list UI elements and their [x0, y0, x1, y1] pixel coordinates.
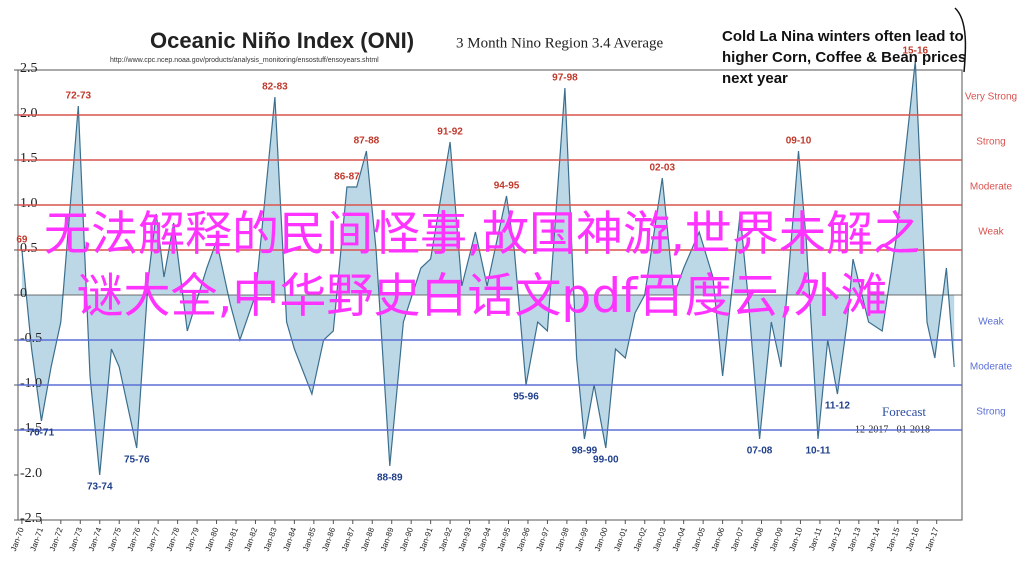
peak-label: 82-83 — [262, 82, 288, 93]
chart-subtitle: 3 Month Nino Region 3.4 Average — [456, 35, 664, 51]
x-tick-label: Jan-70 — [9, 526, 26, 553]
y-tick-label: -1.0 — [20, 376, 42, 391]
peak-label: 86-87 — [334, 172, 360, 183]
x-tick-label: Jan-80 — [204, 526, 221, 553]
x-tick-label: Jan-17 — [924, 526, 941, 553]
peak-label: 72-73 — [66, 91, 92, 102]
x-tick-label: Jan-10 — [787, 526, 804, 553]
y-tick-label: 1.0 — [20, 196, 38, 211]
x-tick-label: Jan-85 — [301, 526, 318, 553]
headline: Cold La Nina winters often lead to highe… — [722, 28, 967, 87]
x-tick-label: Jan-15 — [885, 526, 902, 553]
area-fill — [21, 61, 955, 475]
x-tick-label: Jan-88 — [359, 526, 376, 553]
threshold-label: Weak — [978, 317, 1004, 328]
x-tick-label: Jan-00 — [593, 526, 610, 553]
peak-label: 73-74 — [87, 482, 113, 493]
peak-label: 11-12 — [825, 401, 850, 412]
x-tick-label: Jan-95 — [496, 526, 513, 553]
x-tick-label: Jan-04 — [671, 526, 688, 553]
peak-label: 87-88 — [354, 136, 380, 147]
x-tick-label: Jan-97 — [534, 526, 551, 553]
x-tick-label: Jan-87 — [340, 526, 357, 553]
source-url: http://www.cpc.ncep.noaa.gov/products/an… — [110, 57, 379, 64]
x-tick-label: Jan-08 — [749, 526, 766, 553]
peak-label: 70-71 — [29, 428, 55, 439]
headline-arrow — [954, 7, 967, 73]
threshold-label: Weak — [978, 227, 1004, 238]
x-tick-label: Jan-03 — [651, 526, 668, 553]
peak-label: 09-10 — [786, 136, 812, 147]
x-tick-label: Jan-94 — [476, 526, 493, 553]
chart-title: Oceanic Niño Index (ONI) — [150, 28, 414, 53]
x-tick-label: Jan-82 — [242, 526, 259, 553]
peak-label: 99-00 — [593, 455, 619, 466]
x-tick-label: Jan-13 — [846, 526, 863, 553]
peak-label: 88-89 — [377, 473, 403, 484]
y-tick-label: 2.5 — [20, 61, 38, 76]
peak-label: 69 — [16, 235, 28, 246]
x-tick-label: Jan-12 — [826, 526, 843, 553]
y-tick-label: 0.5 — [20, 241, 38, 256]
peak-label: 98-99 — [572, 446, 598, 457]
peak-label: 15-16 — [902, 46, 928, 57]
x-tick-label: Jan-01 — [612, 526, 629, 553]
x-tick-label: Jan-06 — [710, 526, 727, 553]
overlay-text: 无法解释的民间怪事,故国神游,世界未解之谜大全,中华野史白话文pdf百度云,外滩 — [44, 207, 920, 324]
x-tick-label: Jan-16 — [904, 526, 921, 553]
x-tick-label: Jan-75 — [106, 526, 123, 553]
y-tick-label: -1.5 — [20, 421, 42, 436]
x-tick-label: Jan-09 — [768, 526, 785, 553]
x-tick-label: Jan-73 — [67, 526, 84, 553]
x-tick-label: Jan-81 — [223, 526, 240, 553]
peak-label: 07-08 — [747, 446, 773, 457]
x-tick-label: Jan-05 — [690, 526, 707, 553]
x-tick-label: Jan-89 — [379, 526, 396, 553]
y-tick-label: 1.5 — [20, 151, 38, 166]
x-tick-label: Jan-07 — [729, 526, 746, 553]
x-tick-label: Jan-72 — [48, 526, 65, 553]
x-tick-label: Jan-71 — [28, 526, 45, 553]
x-tick-label: Jan-76 — [126, 526, 143, 553]
x-tick-label: Jan-96 — [515, 526, 532, 553]
forecast-label: Forecast — [882, 404, 926, 419]
x-tick-label: Jan-90 — [398, 526, 415, 553]
x-tick-label: Jan-02 — [632, 526, 649, 553]
x-tick-label: Jan-14 — [865, 526, 882, 553]
x-tick-label: Jan-79 — [184, 526, 201, 553]
y-tick-label: 2.0 — [20, 106, 38, 121]
peak-label: 75-76 — [124, 455, 150, 466]
threshold-label: Moderate — [970, 182, 1013, 193]
x-tick-label: Jan-83 — [262, 526, 279, 553]
x-tick-label: Jan-92 — [437, 526, 454, 553]
peak-label: 02-03 — [649, 163, 675, 174]
y-tick-label: -2.0 — [20, 466, 42, 481]
x-tick-label: Jan-77 — [145, 526, 162, 553]
x-tick-label: Jan-78 — [165, 526, 182, 553]
threshold-label: Strong — [976, 407, 1005, 418]
x-tick-label: Jan-98 — [554, 526, 571, 553]
x-tick-label: Jan-74 — [87, 526, 104, 553]
peak-label: 10-11 — [805, 446, 830, 457]
x-tick-label: Jan-86 — [320, 526, 337, 553]
x-tick-label: Jan-93 — [457, 526, 474, 553]
y-tick-label: 0 — [20, 286, 27, 301]
threshold-label: Moderate — [970, 362, 1013, 373]
x-tick-label: Jan-84 — [281, 526, 298, 553]
y-tick-label: -2.5 — [20, 511, 42, 526]
x-tick-label: Jan-99 — [573, 526, 590, 553]
oni-line — [21, 60, 955, 476]
y-tick-label: -0.5 — [20, 331, 42, 346]
peak-label: 97-98 — [552, 73, 578, 84]
threshold-label: Strong — [976, 137, 1005, 148]
peak-label: 94-95 — [494, 181, 520, 192]
x-tick-label: Jan-91 — [418, 526, 435, 553]
x-tick-label: Jan-11 — [807, 526, 824, 552]
peak-label: 91-92 — [437, 127, 463, 138]
peak-label: 95-96 — [513, 392, 539, 403]
threshold-label: Very Strong — [965, 92, 1017, 103]
